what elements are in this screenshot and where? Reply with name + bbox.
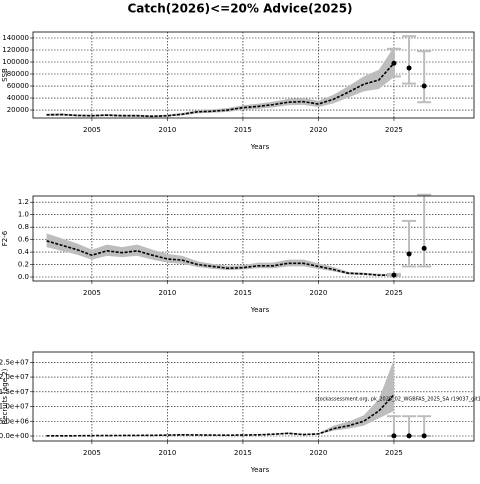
y-tick-label: 40000	[7, 94, 29, 102]
x-tick-label: 2020	[310, 126, 328, 134]
y-tick-label: 1.5e+07	[0, 388, 29, 396]
projection-point	[391, 433, 397, 439]
x-tick-label: 2005	[83, 289, 101, 297]
y-axis-label: SSB	[1, 68, 9, 82]
y-tick-label: 0.6	[18, 236, 30, 244]
projection-point	[406, 65, 412, 71]
projection-point	[421, 433, 427, 439]
projection-point	[391, 272, 397, 278]
x-axis-label: Years	[250, 466, 270, 474]
projection-point	[406, 251, 412, 257]
y-tick-label: 2.5e+07	[0, 358, 29, 366]
y-tick-label: 1.0e+07	[0, 403, 29, 411]
chart-title: Catch(2026)<=20% Advice(2025)	[127, 2, 352, 16]
projection-point	[391, 60, 397, 66]
estimate-line	[46, 394, 395, 437]
x-tick-label: 2015	[234, 449, 252, 457]
x-tick-label: 2025	[385, 126, 403, 134]
y-tick-label: 100000	[2, 58, 29, 66]
y-tick-label: 80000	[7, 70, 29, 78]
confidence-band	[46, 47, 394, 118]
y-tick-label: 120000	[2, 46, 29, 54]
y-tick-label: 60000	[7, 82, 29, 90]
x-tick-label: 2020	[310, 449, 328, 457]
x-tick-label: 2010	[159, 289, 177, 297]
y-axis-label: Recruits (age 2)	[1, 368, 9, 424]
projection-point	[406, 433, 412, 439]
y-tick-label: 140000	[2, 34, 29, 42]
plot-frame	[32, 31, 475, 119]
x-tick-label: 2025	[385, 289, 403, 297]
x-tick-label: 2015	[234, 126, 252, 134]
x-tick-label: 2005	[83, 126, 101, 134]
y-axis-label: F2-6	[1, 230, 9, 246]
y-tick-label: 5.0e+06	[0, 417, 30, 425]
confidence-band	[46, 233, 394, 276]
x-tick-label: 2005	[83, 449, 101, 457]
plot-frame	[32, 351, 475, 442]
y-tick-label: 0.2	[18, 261, 29, 269]
x-axis-label: Years	[250, 143, 270, 151]
y-tick-label: 1.0	[18, 211, 29, 219]
x-tick-label: 2010	[159, 449, 177, 457]
x-tick-label: 2025	[385, 449, 403, 457]
y-tick-label: 0.0e+00	[0, 432, 29, 440]
estimate-line	[46, 240, 394, 276]
projection-point	[421, 83, 427, 89]
plot-frame	[32, 195, 475, 282]
annotation: stockassessment.org, pk_2025_02_WGBFAS_2…	[315, 397, 480, 403]
y-tick-label: 0.0	[18, 273, 29, 281]
x-tick-label: 2010	[159, 126, 177, 134]
projection-point	[421, 245, 427, 251]
y-tick-label: 20000	[7, 106, 29, 114]
y-tick-label: 0.8	[18, 223, 29, 231]
y-tick-label: 0.4	[18, 248, 30, 256]
x-axis-label: Years	[250, 306, 270, 314]
x-tick-label: 2015	[234, 289, 252, 297]
y-tick-label: 1.2	[18, 198, 29, 206]
y-tick-label: 2.0e+07	[0, 373, 29, 381]
x-tick-label: 2020	[310, 289, 328, 297]
